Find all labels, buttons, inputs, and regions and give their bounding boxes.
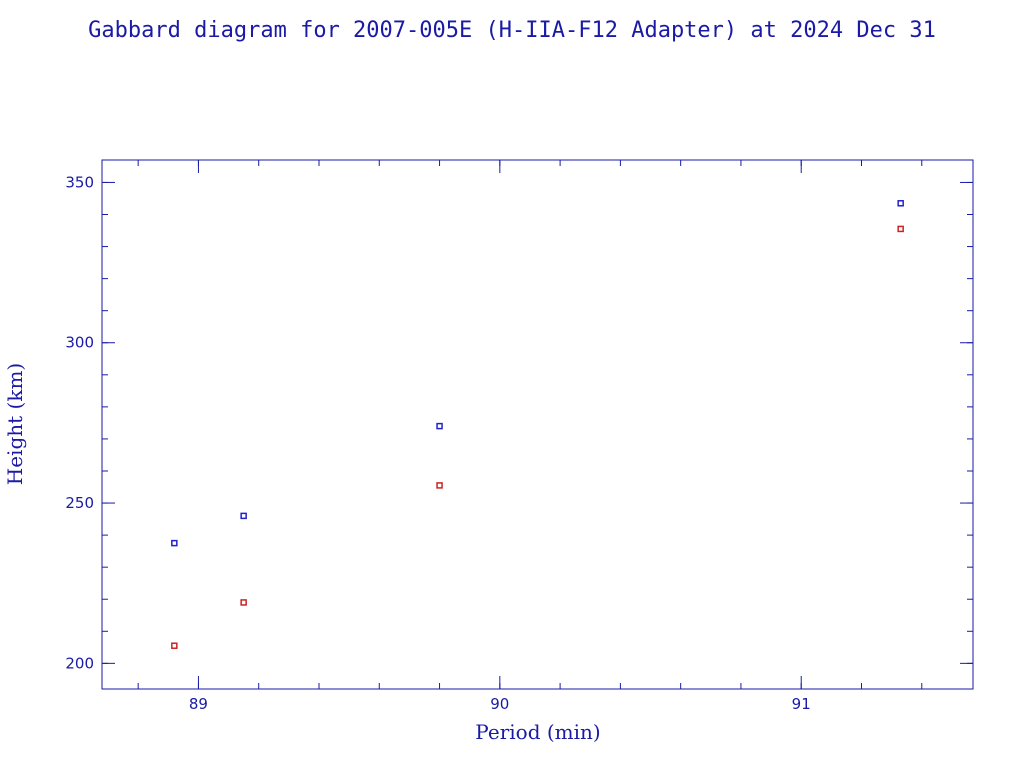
perigee-point [171, 642, 178, 649]
chart-title: Gabbard diagram for 2007-005E (H-IIA-F12… [88, 18, 936, 43]
apogee-point [240, 512, 247, 520]
apogee-point [897, 200, 904, 207]
x-tick-label: 90 [490, 695, 509, 713]
y-tick-label: 250 [65, 494, 94, 512]
axis-tick-labels: 89 90 91 200 250 300 350 [65, 173, 810, 713]
perigee-point [436, 482, 443, 489]
axis-ticks [102, 160, 973, 689]
y-axis-label: Height (km) [3, 363, 27, 485]
plot-frame [101, 159, 974, 690]
data-points [171, 200, 904, 649]
apogee-point [171, 539, 178, 547]
apogee-point [436, 422, 443, 430]
y-tick-label: 350 [65, 173, 94, 191]
x-tick-label: 89 [189, 695, 208, 713]
perigee-point [240, 599, 247, 606]
y-tick-label: 200 [65, 654, 94, 672]
x-axis-label: Period (min) [475, 720, 600, 744]
x-tick-label: 91 [792, 695, 811, 713]
y-tick-label: 300 [65, 334, 94, 352]
perigee-point [897, 225, 904, 233]
